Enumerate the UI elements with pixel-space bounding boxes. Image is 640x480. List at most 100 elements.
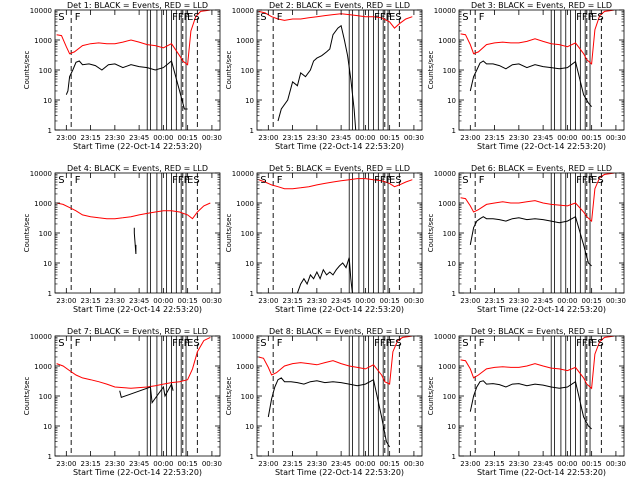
phase-marker-label: FFF (172, 338, 190, 349)
x-axis-label: Start Time (22-Oct-14 22:53:20) (275, 468, 404, 477)
x-tick-label: 00:00 (557, 134, 577, 142)
y-tick-label: 1000 (438, 37, 456, 45)
panel-title: Det 6: BLACK = Events, RED = LLD (471, 164, 612, 173)
x-tick-label: 23:45 (533, 297, 553, 305)
x-tick-label: 00:30 (606, 297, 626, 305)
phase-marker-label: FFF (374, 12, 392, 23)
x-tick-label: 00:15 (380, 460, 400, 468)
phase-marker-label: ES (389, 12, 402, 23)
y-tick-label: 10000 (30, 7, 52, 15)
panel-title: Det 8: BLACK = Events, RED = LLD (269, 327, 410, 336)
x-tick-label: 23:30 (307, 297, 327, 305)
panel-title: Det 3: BLACK = Events, RED = LLD (471, 1, 612, 10)
y-tick-label: 100 (443, 67, 456, 75)
phase-marker-label: F (277, 12, 283, 23)
y-tick-label: 10 (447, 97, 456, 105)
phase-marker-label: S (58, 175, 64, 186)
x-tick-label: 23:15 (80, 297, 100, 305)
phase-marker-label: F (75, 175, 81, 186)
panel-title: Det 5: BLACK = Events, RED = LLD (269, 164, 410, 173)
x-tick-label: 00:00 (355, 134, 375, 142)
x-tick-label: 23:45 (129, 460, 149, 468)
x-axis-label: Start Time (22-Oct-14 22:53:20) (73, 468, 202, 477)
x-tick-label: 23:00 (258, 297, 278, 305)
x-tick-label: 00:15 (582, 460, 602, 468)
phase-marker-label: S (260, 175, 266, 186)
y-tick-label: 100 (241, 230, 254, 238)
y-tick-label: 100 (39, 393, 52, 401)
y-tick-label: 10000 (434, 170, 456, 178)
series-line-events (277, 24, 357, 130)
plot-frame (256, 172, 423, 294)
x-tick-label: 23:15 (80, 460, 100, 468)
x-tick-label: 00:00 (557, 297, 577, 305)
phase-marker-label: S (462, 175, 468, 186)
phase-marker-label: F (277, 175, 283, 186)
x-tick-label: 23:30 (307, 134, 327, 142)
series-line-events (469, 60, 592, 108)
plot-frame (54, 172, 221, 294)
series-line-lld (460, 336, 615, 390)
x-tick-label: 00:15 (178, 460, 198, 468)
y-axis-label: Counts/sec (23, 214, 31, 253)
x-tick-label: 23:00 (56, 134, 76, 142)
plot-area (56, 336, 211, 456)
y-tick-label: 10 (43, 260, 52, 268)
panel-title: Det 4: BLACK = Events, RED = LLD (67, 164, 208, 173)
x-tick-label: 00:15 (380, 297, 400, 305)
phase-marker-label: FFF (576, 175, 594, 186)
x-tick-label: 23:00 (56, 460, 76, 468)
y-tick-label: 1 (48, 290, 52, 298)
y-tick-label: 100 (241, 67, 254, 75)
x-axis-label: Start Time (22-Oct-14 22:53:20) (477, 142, 606, 151)
x-tick-label: 23:30 (509, 297, 529, 305)
x-tick-label: 23:45 (331, 134, 351, 142)
x-tick-label: 00:00 (355, 460, 375, 468)
panel-title: Det 9: BLACK = Events, RED = LLD (471, 327, 612, 336)
y-axis-label: Counts/sec (225, 377, 233, 416)
y-axis-label: Counts/sec (427, 51, 435, 90)
y-tick-label: 100 (443, 393, 456, 401)
series-line-lld (258, 10, 413, 29)
x-tick-label: 00:00 (153, 134, 173, 142)
series-line-events (119, 382, 174, 405)
y-tick-label: 1 (48, 453, 52, 461)
x-tick-label: 23:45 (129, 134, 149, 142)
y-tick-label: 10000 (30, 333, 52, 341)
phase-marker-label: FFF (172, 175, 190, 186)
y-tick-label: 1000 (34, 37, 52, 45)
series-line-events (267, 377, 391, 448)
phase-marker-label: FFF (374, 338, 392, 349)
plot-area (460, 336, 615, 456)
x-tick-label: 23:15 (282, 297, 302, 305)
y-tick-label: 100 (39, 67, 52, 75)
x-tick-label: 00:30 (606, 460, 626, 468)
y-tick-label: 10 (245, 260, 254, 268)
y-tick-label: 1 (250, 453, 254, 461)
x-tick-label: 23:45 (331, 297, 351, 305)
phase-marker-label: ES (591, 338, 604, 349)
plot-frame (458, 9, 625, 131)
phase-marker-label: FFF (374, 175, 392, 186)
x-tick-label: 23:00 (56, 297, 76, 305)
y-tick-label: 10 (43, 97, 52, 105)
y-tick-label: 1 (250, 290, 254, 298)
y-tick-label: 100 (39, 230, 52, 238)
y-tick-label: 1 (452, 127, 456, 135)
x-tick-label: 00:15 (178, 134, 198, 142)
series-line-lld (460, 173, 615, 223)
x-tick-label: 00:15 (582, 297, 602, 305)
x-tick-label: 23:45 (533, 460, 553, 468)
y-tick-label: 100 (241, 393, 254, 401)
plot-area (56, 10, 211, 130)
phase-marker-label: F (277, 338, 283, 349)
x-tick-label: 00:30 (606, 134, 626, 142)
series-line-events (469, 215, 592, 267)
phase-marker-label: ES (187, 338, 200, 349)
